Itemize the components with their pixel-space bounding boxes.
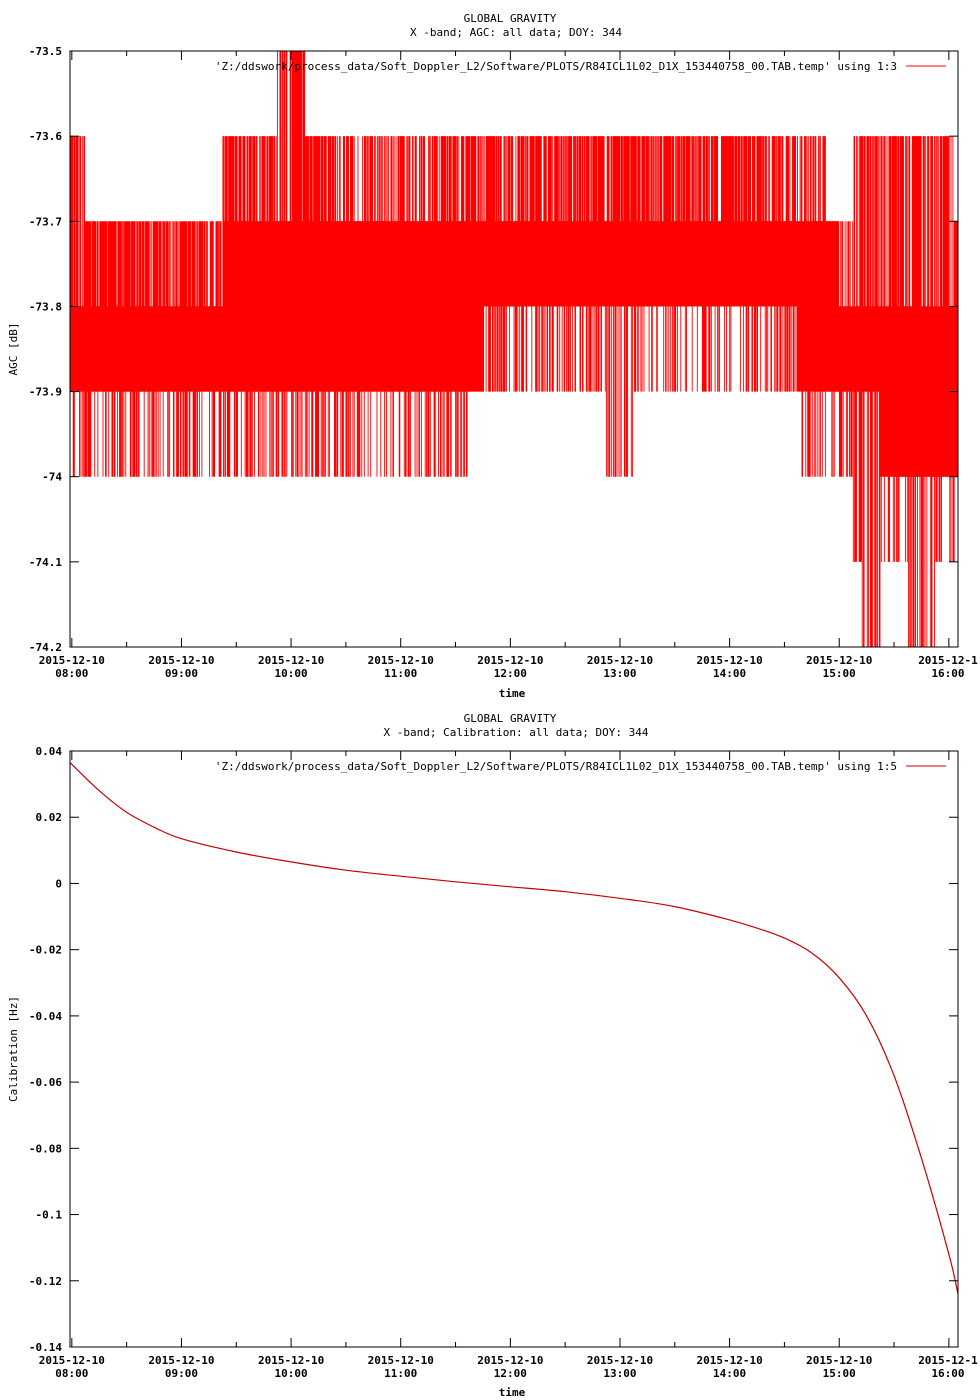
calibration-y-axis-label: Calibration [Hz] bbox=[7, 996, 20, 1102]
calibration-y-tick-label: 0.02 bbox=[36, 811, 63, 824]
calibration-series-line bbox=[69, 762, 959, 1295]
agc-y-axis-label: AGC [dB] bbox=[7, 323, 20, 376]
calibration-x-tick-date: 2015-12-10 bbox=[258, 1354, 324, 1367]
agc-x-tick-time: 16:00 bbox=[931, 667, 964, 680]
calibration-x-tick-date: 2015-12-1 bbox=[918, 1354, 978, 1367]
agc-y-tick-label: -74.1 bbox=[29, 556, 62, 569]
calibration-x-tick-time: 11:00 bbox=[384, 1367, 417, 1380]
agc-x-tick-date: 2015-12-10 bbox=[806, 654, 872, 667]
calibration-x-tick-time: 08:00 bbox=[55, 1367, 88, 1380]
agc-y-tick-label: -73.8 bbox=[29, 300, 62, 313]
agc-chart-subtitle: X -band; AGC: all data; DOY: 344 bbox=[410, 26, 622, 39]
agc-y-tick-label: -73.6 bbox=[29, 130, 62, 143]
calibration-plot-area bbox=[69, 762, 959, 1295]
calibration-y-tick-label: -0.1 bbox=[36, 1209, 63, 1222]
calibration-x-tick-time: 16:00 bbox=[931, 1367, 964, 1380]
agc-plot-area bbox=[69, 51, 959, 647]
calibration-chart: GLOBAL GRAVITY X -band; Calibration: all… bbox=[7, 712, 978, 1399]
agc-x-tick-date: 2015-12-10 bbox=[477, 654, 543, 667]
agc-x-tick-date: 2015-12-10 bbox=[587, 654, 653, 667]
agc-y-tick-label: -74 bbox=[42, 471, 62, 484]
agc-y-tick-label: -74.2 bbox=[29, 641, 62, 654]
calibration-y-tick-label: -0.08 bbox=[29, 1142, 62, 1155]
calibration-y-tick-label: -0.04 bbox=[29, 1010, 62, 1023]
calibration-x-tick-date: 2015-12-10 bbox=[587, 1354, 653, 1367]
agc-plot-frame bbox=[69, 50, 959, 648]
agc-series-line bbox=[69, 51, 959, 647]
agc-chart: GLOBAL GRAVITY X -band; AGC: all data; D… bbox=[7, 12, 978, 700]
calibration-x-tick-date: 2015-12-10 bbox=[696, 1354, 762, 1367]
agc-x-tick-time: 12:00 bbox=[494, 667, 527, 680]
agc-y-tick-label: -73.9 bbox=[29, 386, 62, 399]
calibration-x-tick-time: 13:00 bbox=[603, 1367, 636, 1380]
calibration-x-axis-label: time bbox=[499, 1386, 526, 1399]
calibration-y-tick-label: 0 bbox=[55, 877, 62, 890]
agc-legend-label: 'Z:/ddswork/process_data/Soft_Doppler_L2… bbox=[215, 60, 897, 73]
calibration-x-tick-time: 09:00 bbox=[165, 1367, 198, 1380]
calibration-x-tick-date: 2015-12-10 bbox=[477, 1354, 543, 1367]
agc-y-tick-label: -73.7 bbox=[29, 215, 62, 228]
calibration-x-tick-time: 12:00 bbox=[494, 1367, 527, 1380]
agc-x-tick-date: 2015-12-1 bbox=[918, 654, 978, 667]
calibration-x-tick-date: 2015-12-10 bbox=[148, 1354, 214, 1367]
agc-x-tick-date: 2015-12-10 bbox=[368, 654, 434, 667]
calibration-y-tick-label: 0.04 bbox=[36, 745, 63, 758]
agc-x-tick-date: 2015-12-10 bbox=[258, 654, 324, 667]
agc-x-tick-time: 10:00 bbox=[275, 667, 308, 680]
agc-y-tick-label: -73.5 bbox=[29, 45, 62, 58]
calibration-x-tick-time: 15:00 bbox=[823, 1367, 856, 1380]
calibration-chart-title: GLOBAL GRAVITY bbox=[464, 712, 557, 725]
agc-x-axis-label: time bbox=[499, 687, 526, 700]
calibration-x-tick-time: 10:00 bbox=[275, 1367, 308, 1380]
calibration-y-tick-label: -0.06 bbox=[29, 1076, 62, 1089]
agc-x-tick-time: 09:00 bbox=[165, 667, 198, 680]
calibration-legend: 'Z:/ddswork/process_data/Soft_Doppler_L2… bbox=[215, 760, 946, 773]
calibration-x-tick-time: 14:00 bbox=[713, 1367, 746, 1380]
agc-x-tick-time: 08:00 bbox=[55, 667, 88, 680]
agc-x-tick-time: 14:00 bbox=[713, 667, 746, 680]
calibration-x-tick-date: 2015-12-10 bbox=[806, 1354, 872, 1367]
agc-chart-title: GLOBAL GRAVITY bbox=[464, 12, 557, 25]
agc-x-tick-time: 13:00 bbox=[603, 667, 636, 680]
agc-x-tick-time: 15:00 bbox=[823, 667, 856, 680]
agc-x-tick-date: 2015-12-10 bbox=[39, 654, 105, 667]
calibration-x-tick-date: 2015-12-10 bbox=[39, 1354, 105, 1367]
calibration-y-tick-label: -0.14 bbox=[29, 1341, 62, 1354]
calibration-x-tick-date: 2015-12-10 bbox=[368, 1354, 434, 1367]
agc-x-tick-date: 2015-12-10 bbox=[148, 654, 214, 667]
calibration-plot-frame bbox=[69, 750, 959, 1348]
calibration-legend-label: 'Z:/ddswork/process_data/Soft_Doppler_L2… bbox=[215, 760, 897, 773]
agc-x-tick-date: 2015-12-10 bbox=[696, 654, 762, 667]
agc-x-tick-time: 11:00 bbox=[384, 667, 417, 680]
calibration-axes: 0.04 0.02 0 -0.02 -0.04 -0.06 -0.08 -0.1 -0.12 -0… bbox=[29, 745, 978, 1380]
calibration-y-tick-label: -0.02 bbox=[29, 944, 62, 957]
calibration-chart-subtitle: X -band; Calibration: all data; DOY: 344 bbox=[384, 726, 649, 739]
agc-axes: -73.5-73.6-73.7-73.8-73.9-74-74.1-74.220… bbox=[29, 45, 978, 680]
agc-legend: 'Z:/ddswork/process_data/Soft_Doppler_L2… bbox=[215, 60, 946, 73]
calibration-y-tick-label: -0.12 bbox=[29, 1275, 62, 1288]
